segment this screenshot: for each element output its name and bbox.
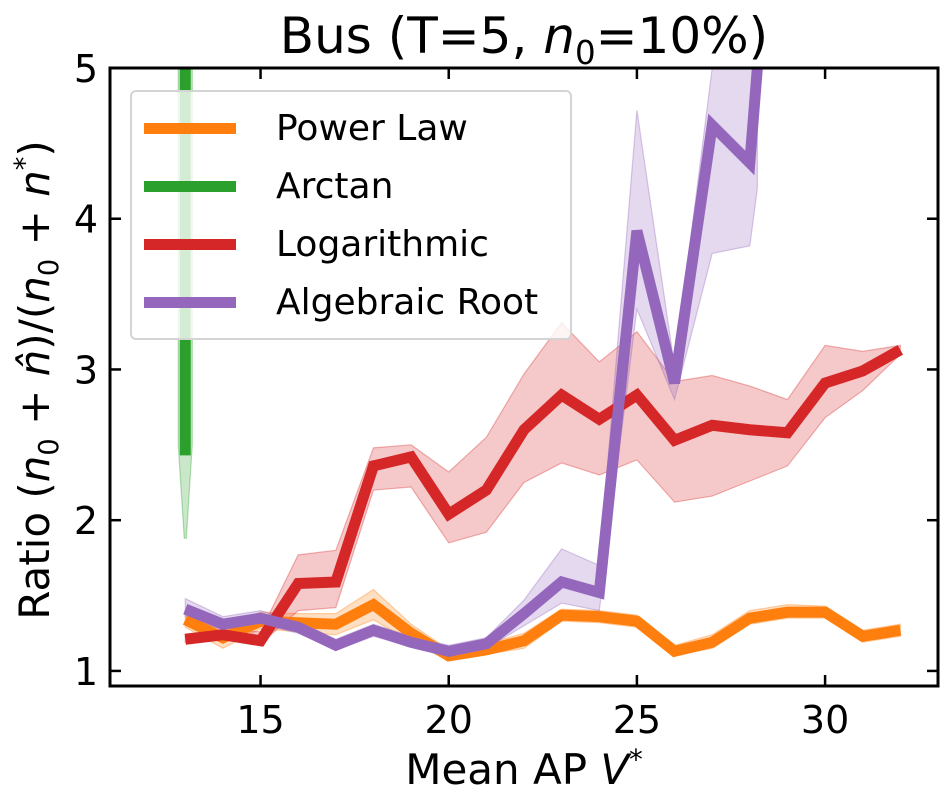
legend-item-arctan: Arctan (144, 160, 393, 212)
legend-item-power-law: Power Law (144, 102, 468, 154)
x-tick-label-30: 30 (801, 698, 849, 742)
legend-item-logarithmic: Logarithmic (144, 218, 489, 270)
plot-frame (108, 66, 940, 688)
y-tick-label-3: 3 (74, 348, 98, 392)
legend-swatch-power-law (144, 122, 236, 134)
legend-swatch-algebraic-root (144, 296, 236, 308)
legend-swatch-arctan (144, 180, 236, 192)
line-algebraic-root (183, 68, 763, 657)
legend-label-algebraic-root: Algebraic Root (276, 281, 539, 323)
x-tick-label-25: 25 (613, 698, 661, 742)
legend-swatch-logarithmic (144, 238, 236, 250)
chart-title: Bus (T=5, n0=10%) (279, 7, 769, 72)
line-logarithmic (184, 345, 904, 647)
x-tick-label-20: 20 (425, 698, 473, 742)
y-tick-label-4: 4 (74, 198, 98, 242)
legend-label-arctan: Arctan (276, 165, 394, 207)
y-tick-label-5: 5 (74, 47, 98, 91)
y-tick-label-2: 2 (74, 499, 98, 543)
legend-item-algebraic-root: Algebraic Root (144, 276, 538, 328)
x-tick-label-15: 15 (236, 698, 284, 742)
legend-label-power-law: Power Law (276, 107, 468, 149)
x-axis-label: Mean AP V* (405, 745, 643, 794)
legend-label-logarithmic: Logarithmic (276, 223, 489, 265)
y-tick-label-1: 1 (74, 650, 98, 694)
line-power-law (182, 598, 902, 662)
axis-ticks: 15 20 25 30 1 2 3 4 5 (74, 47, 938, 742)
legend: Power Law Arctan Logarithmic Algebraic R… (130, 90, 572, 340)
